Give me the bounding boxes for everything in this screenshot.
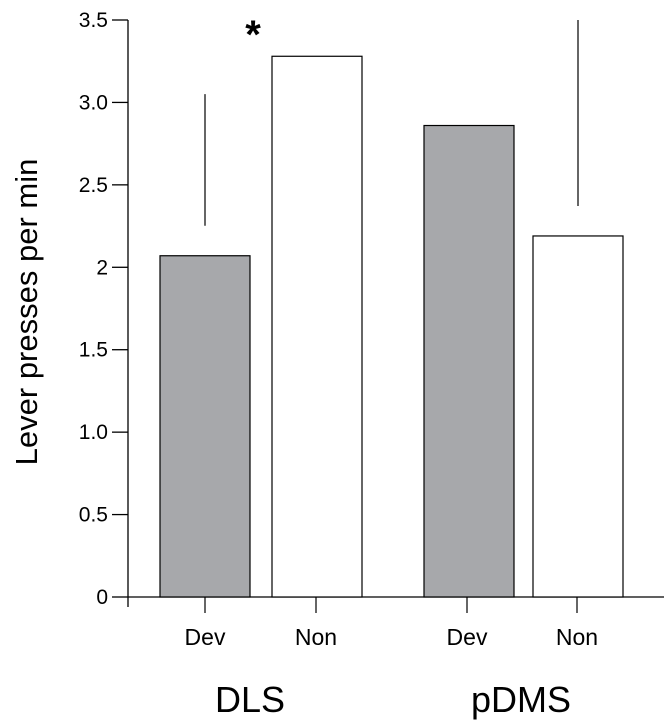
y-tick-label: 2.5	[79, 174, 108, 197]
bar-pdms-dev	[423, 124, 515, 598]
y-tick-label: 0	[96, 586, 108, 609]
y-tick-label: 1.5	[79, 339, 108, 362]
group-label-pdms: pDMS	[471, 679, 571, 720]
y-tick-label: 2	[96, 256, 108, 279]
y-tick-label: 0.5	[79, 504, 108, 527]
category-label: Non	[556, 624, 598, 650]
y-axis-label: Lever presses per min	[9, 159, 44, 466]
y-tick-label: 3.0	[79, 91, 108, 114]
category-label: Dev	[185, 624, 226, 650]
category-label: Non	[295, 624, 337, 650]
y-tick-label: 1.0	[79, 421, 108, 444]
labels: 0 0.5 1.0 1.5 2 2.5 3.0 3.5 Lever presses per mi…	[9, 9, 598, 720]
significance-star: *	[245, 13, 261, 57]
y-tick-label: 3.5	[79, 9, 108, 32]
category-label: Dev	[447, 624, 488, 650]
group-label-dls: DLS	[215, 679, 285, 720]
bars	[159, 20, 624, 598]
bar-pdms-non	[532, 235, 624, 598]
bar-dls-non	[271, 55, 363, 598]
bar-dls-dev	[159, 255, 251, 598]
